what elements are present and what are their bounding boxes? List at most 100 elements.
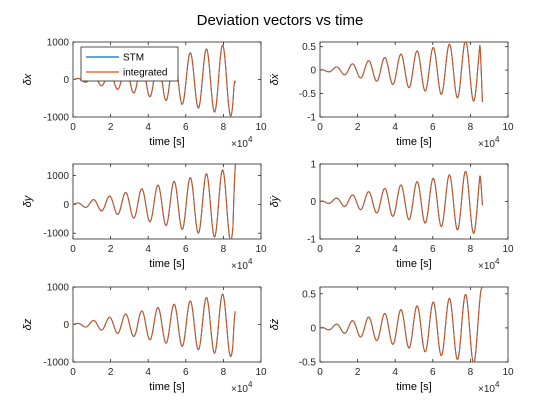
- y-tick-label: 0.5: [302, 289, 316, 300]
- y-tick-label: -1000: [43, 229, 69, 240]
- x-tick-label: 0: [70, 244, 76, 255]
- x-exponent-label: ×104: [231, 135, 253, 150]
- legend-label-integrated: integrated: [123, 68, 167, 79]
- y-tick-label: 1000: [47, 171, 70, 182]
- x-axis-label: time [s]: [396, 136, 431, 148]
- legend-label-stm: STM: [123, 53, 144, 64]
- x-tick-label: 8: [468, 367, 474, 378]
- y-axis-label: δẏ: [269, 194, 281, 207]
- x-axis-label: time [s]: [149, 381, 184, 393]
- x-exponent-label: ×104: [231, 380, 253, 395]
- x-tick-label: 6: [430, 122, 436, 133]
- y-tick-label: -1: [307, 235, 316, 246]
- y-tick-label: 1: [310, 160, 316, 171]
- x-tick-label: 10: [255, 122, 267, 133]
- x-tick-label: 0: [317, 122, 323, 133]
- x-tick-label: 2: [355, 122, 361, 133]
- x-tick-label: 6: [183, 367, 189, 378]
- y-tick-label: 0: [63, 320, 69, 331]
- x-axis-label: time [s]: [149, 258, 184, 270]
- series-line-integrated: [320, 170, 483, 234]
- y-tick-label: 0.5: [302, 42, 316, 53]
- y-tick-label: 0: [63, 75, 69, 86]
- axes-box: [319, 163, 509, 240]
- y-axis-label: δz: [22, 318, 34, 330]
- x-tick-label: 4: [145, 244, 151, 255]
- x-tick-label: 4: [392, 122, 398, 133]
- x-tick-label: 10: [502, 367, 514, 378]
- x-axis-label: time [s]: [396, 381, 431, 393]
- x-tick-label: 6: [183, 244, 189, 255]
- series-group: [73, 293, 236, 358]
- x-axis-label: time [s]: [396, 258, 431, 270]
- series-group: [73, 164, 236, 239]
- x-tick-label: 8: [468, 122, 474, 133]
- x-tick-label: 10: [255, 244, 267, 255]
- y-axis-label: δx: [22, 73, 34, 85]
- x-tick-label: 0: [317, 367, 323, 378]
- y-tick-label: 0: [310, 197, 316, 208]
- subplot-2: 0 2 4 6 8 10 0.5 0 -0.5 -1 time [s] ×104 δẋ: [269, 41, 514, 150]
- axes-box: [319, 41, 509, 118]
- x-exponent-label: ×104: [478, 257, 500, 272]
- series-line-integrated: [320, 287, 483, 362]
- y-axis-label: δż: [269, 318, 281, 330]
- series-group: [320, 42, 483, 103]
- y-tick-label: 1000: [47, 283, 70, 294]
- x-tick-label: 0: [70, 367, 76, 378]
- y-tick-label: -1000: [43, 358, 69, 369]
- x-tick-label: 2: [108, 244, 114, 255]
- x-tick-label: 0: [70, 122, 76, 133]
- x-tick-label: 6: [430, 244, 436, 255]
- y-tick-label: -0.5: [299, 358, 317, 369]
- series-line-integrated: [320, 42, 483, 103]
- y-tick-label: 1000: [47, 38, 70, 49]
- x-exponent-label: ×104: [478, 380, 500, 395]
- y-tick-label: 0: [310, 66, 316, 77]
- x-exponent-label: ×104: [231, 257, 253, 272]
- y-tick-label: -0.5: [299, 89, 317, 100]
- y-axis-label: δy: [22, 194, 34, 207]
- series-group: [320, 170, 483, 235]
- x-tick-label: 4: [392, 244, 398, 255]
- axes-box: [72, 163, 262, 240]
- x-tick-label: 2: [355, 367, 361, 378]
- x-tick-label: 10: [502, 122, 514, 133]
- x-tick-label: 4: [392, 367, 398, 378]
- x-tick-label: 2: [108, 122, 114, 133]
- x-tick-label: 8: [221, 367, 227, 378]
- x-axis-label: time [s]: [149, 136, 184, 148]
- x-tick-label: 6: [183, 122, 189, 133]
- x-tick-label: 4: [145, 367, 151, 378]
- x-tick-label: 8: [221, 122, 227, 133]
- y-axis-label: δẋ: [269, 73, 281, 85]
- y-tick-label: 0: [310, 323, 316, 334]
- x-tick-label: 6: [430, 367, 436, 378]
- x-exponent-label: ×104: [478, 135, 500, 150]
- x-tick-label: 8: [468, 244, 474, 255]
- axes-box: [319, 286, 509, 363]
- axes-box: [72, 286, 262, 363]
- x-tick-label: 8: [221, 244, 227, 255]
- x-tick-label: 4: [145, 122, 151, 133]
- y-tick-label: -1000: [43, 113, 69, 124]
- series-group: [320, 287, 483, 362]
- figure-title: Deviation vectors vs time: [197, 12, 364, 29]
- legend-box: [80, 46, 179, 82]
- x-tick-label: 10: [502, 244, 514, 255]
- series-line-integrated: [73, 293, 236, 358]
- x-tick-label: 2: [355, 244, 361, 255]
- series-line-integrated: [73, 164, 236, 239]
- x-tick-label: 2: [108, 367, 114, 378]
- y-tick-label: 0: [63, 200, 69, 211]
- x-tick-label: 10: [255, 367, 267, 378]
- x-tick-label: 0: [317, 244, 323, 255]
- legend: STM integrated: [80, 46, 179, 82]
